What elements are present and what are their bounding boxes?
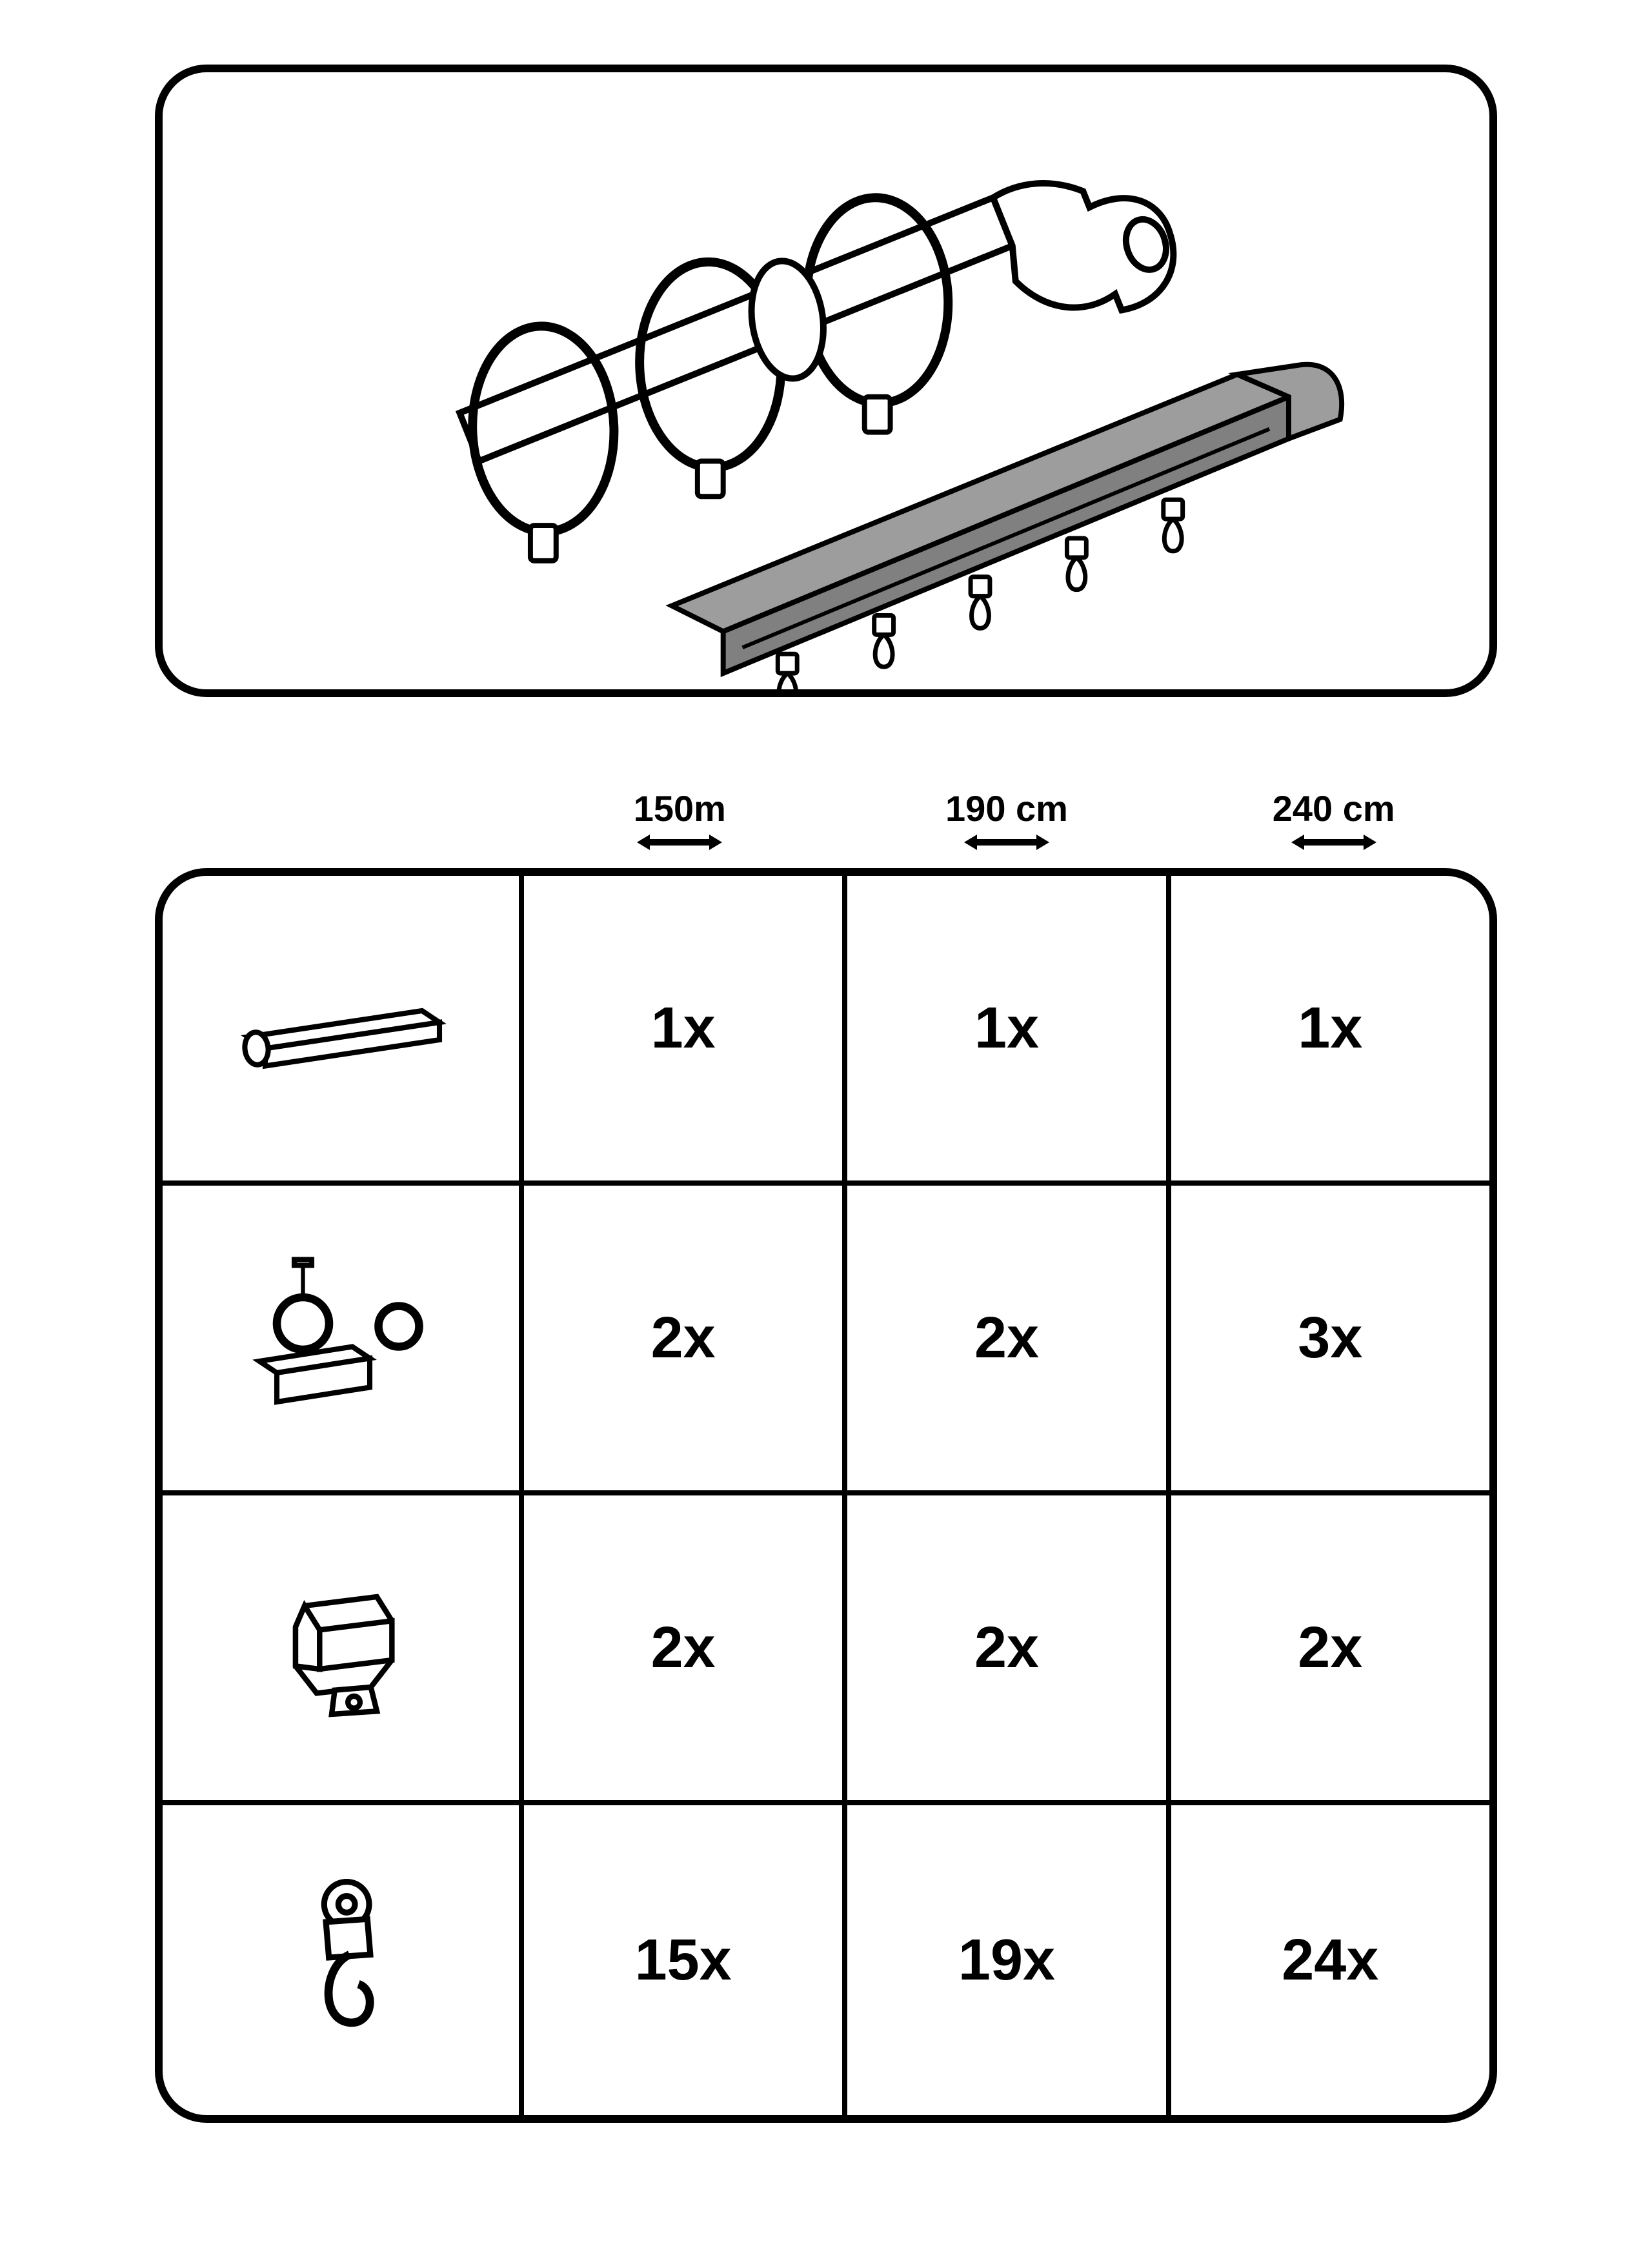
qty-value: 2x xyxy=(974,1305,1039,1372)
size-label: 150m xyxy=(634,787,726,829)
size-col-3: 240 cm xyxy=(1170,787,1497,855)
glider-hook-icon xyxy=(270,1872,412,2049)
size-col-2: 190 cm xyxy=(843,787,1171,855)
qty-value: 2x xyxy=(974,1615,1039,1681)
width-arrow-icon xyxy=(962,829,1052,855)
parts-quantity-table: 1x 1x 1x xyxy=(155,868,1497,2123)
curtain-rod-track-drawing xyxy=(163,72,1489,689)
end-cap-icon xyxy=(250,1570,431,1727)
part-icon-cell xyxy=(163,1186,524,1490)
qty-cell: 2x xyxy=(847,1495,1171,1800)
qty-cell: 1x xyxy=(847,876,1171,1180)
part-icon-cell xyxy=(163,1805,524,2115)
qty-value: 1x xyxy=(651,995,716,1062)
part-icon-cell xyxy=(163,1495,524,1800)
qty-value: 1x xyxy=(974,995,1039,1062)
qty-cell: 3x xyxy=(1171,1186,1489,1490)
bracket-set-icon xyxy=(225,1251,457,1425)
qty-value: 1x xyxy=(1298,995,1362,1062)
qty-value: 2x xyxy=(1298,1615,1362,1681)
qty-value: 2x xyxy=(651,1615,716,1681)
qty-value: 3x xyxy=(1298,1305,1362,1372)
table-row: 2x 2x 3x xyxy=(163,1186,1489,1495)
rail-icon xyxy=(225,970,457,1086)
qty-cell: 2x xyxy=(524,1495,847,1800)
qty-cell: 2x xyxy=(524,1186,847,1490)
qty-cell: 1x xyxy=(524,876,847,1180)
width-arrow-icon xyxy=(634,829,725,855)
qty-cell: 1x xyxy=(1171,876,1489,1180)
qty-value: 19x xyxy=(958,1927,1055,1994)
table-row: 15x 19x 24x xyxy=(163,1805,1489,2115)
width-arrow-icon xyxy=(1289,829,1379,855)
size-label: 240 cm xyxy=(1273,787,1395,829)
qty-value: 15x xyxy=(635,1927,732,1994)
product-illustration xyxy=(155,65,1497,697)
part-icon-cell xyxy=(163,876,524,1180)
size-headers: 150m 190 cm 240 cm xyxy=(516,787,1497,855)
size-label: 190 cm xyxy=(945,787,1068,829)
qty-cell: 19x xyxy=(847,1805,1171,2115)
qty-value: 2x xyxy=(651,1305,716,1372)
table-row: 2x 2x 2x xyxy=(163,1495,1489,1805)
qty-value: 24x xyxy=(1282,1927,1378,1994)
qty-cell: 24x xyxy=(1171,1805,1489,2115)
qty-cell: 2x xyxy=(1171,1495,1489,1800)
qty-cell: 15x xyxy=(524,1805,847,2115)
size-col-1: 150m xyxy=(516,787,843,855)
instruction-sheet: 150m 190 cm 240 cm xyxy=(0,0,1652,2259)
qty-cell: 2x xyxy=(847,1186,1171,1490)
table-row: 1x 1x 1x xyxy=(163,876,1489,1186)
